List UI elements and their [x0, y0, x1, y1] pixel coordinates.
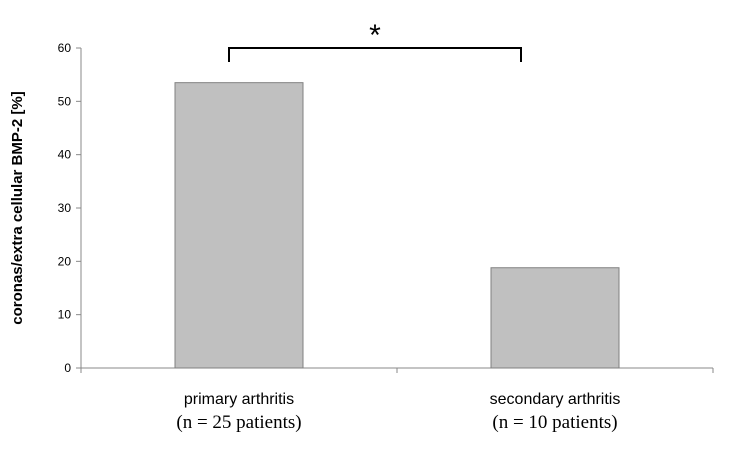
y-tick-label: 10: [58, 308, 72, 322]
y-tick-label: 0: [64, 361, 71, 375]
y-tick-label: 50: [58, 94, 72, 108]
y-axis-label: coronas/extra cellular BMP-2 [%]: [9, 91, 26, 324]
y-tick-label: 60: [58, 41, 72, 55]
x-category-label: secondary arthritis: [490, 391, 621, 408]
bar-2: [490, 267, 620, 369]
bars: [174, 82, 620, 369]
category-labels: primary arthritis (n = 25 patients) second…: [176, 391, 620, 433]
bar-1: [174, 82, 304, 369]
significance-annotation: *: [228, 19, 522, 62]
x-category-sublabel: (n = 25 patients): [176, 412, 301, 433]
x-axis: [80, 367, 714, 373]
x-category-label: primary arthritis: [184, 391, 294, 408]
x-category-sublabel: (n = 10 patients): [492, 412, 617, 433]
y-tick-label: 30: [58, 201, 72, 215]
y-tick-label: 20: [58, 254, 72, 268]
significance-bracket: [228, 47, 522, 62]
significance-marker: *: [369, 19, 381, 52]
y-axis: 0 10 20 30 40 50 60: [58, 41, 82, 375]
y-tick-label: 40: [58, 148, 72, 162]
